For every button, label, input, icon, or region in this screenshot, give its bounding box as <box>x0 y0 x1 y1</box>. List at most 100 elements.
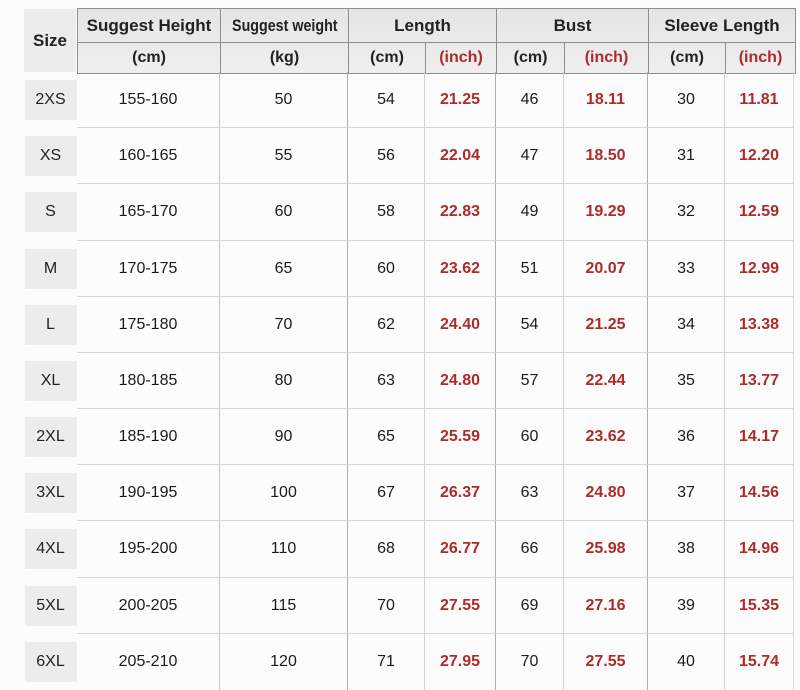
sleeve-inch-value: 15.74 <box>724 633 794 690</box>
table-row: 5XL 200-205 115 70 27.55 69 27.16 39 15.… <box>0 577 800 634</box>
sleeve-inch-value: 14.56 <box>724 465 794 522</box>
header-size-cell: Size <box>24 9 76 72</box>
bust-cm-value: 51 <box>495 240 563 297</box>
size-column-cell: 4XL <box>0 521 77 577</box>
sleeve-inch-value: 15.35 <box>724 577 794 634</box>
sleeve-cm-value: 33 <box>647 240 724 297</box>
unit-sleeve-cm: (cm) <box>648 43 725 73</box>
height-cm-value: 175-180 <box>118 315 178 333</box>
size-badge: 5XL <box>24 585 77 626</box>
size-label: XL <box>40 371 61 389</box>
size-column-cell: XS <box>0 128 77 184</box>
header-length: Length <box>348 9 496 42</box>
size-badge: 2XL <box>24 417 77 458</box>
weight-kg-value: 60 <box>219 184 347 241</box>
unit-bust-cm: (cm) <box>496 43 564 73</box>
sleeve-cm-value: 30 <box>647 72 724 129</box>
unit-height-cm: (cm) <box>132 49 166 66</box>
size-badge: M <box>24 248 77 289</box>
table-body: 2XS 155-160 50 54 21.25 46 18.11 30 11.8… <box>0 72 800 690</box>
weight-kg-value: 55 <box>219 128 347 185</box>
bust-inch-value: 18.11 <box>563 72 647 129</box>
length-inch-value: 22.83 <box>424 184 495 241</box>
table-row: S 165-170 60 58 22.83 49 19.29 32 12.59 <box>0 184 800 241</box>
height-cm-value: 160-165 <box>118 147 178 165</box>
bust-inch-value: 19.29 <box>563 184 647 241</box>
bust-cm-value: 69 <box>495 577 563 634</box>
size-column-cell: XL <box>0 353 77 409</box>
size-label: 4XL <box>36 540 65 558</box>
unit-length-cm: (cm) <box>348 43 425 73</box>
sleeve-cm-value: 35 <box>647 352 724 410</box>
table-row: 4XL 195-200 110 68 26.77 66 25.98 38 14.… <box>0 521 800 578</box>
bust-cm-value: 66 <box>495 521 563 578</box>
length-cm-value: 63 <box>347 352 424 410</box>
sleeve-inch-value: 12.20 <box>724 128 794 185</box>
height-cm-value: 155-160 <box>118 91 178 109</box>
size-column-cell: L <box>0 297 77 353</box>
header-suggest-weight-label: Suggest weight <box>231 15 338 35</box>
size-label: 6XL <box>36 652 65 670</box>
length-cm-value: 65 <box>347 409 424 466</box>
length-cm-value: 58 <box>347 184 424 241</box>
weight-kg-value: 110 <box>219 521 347 578</box>
bust-inch-value: 27.55 <box>563 633 647 690</box>
header-suggest-height: Suggest Height <box>86 15 212 35</box>
sleeve-cm-value: 31 <box>647 128 724 185</box>
weight-kg-value: 115 <box>219 577 347 634</box>
size-label: XS <box>39 147 62 165</box>
sleeve-cm-value: 32 <box>647 184 724 241</box>
weight-kg-value: 100 <box>219 465 347 522</box>
size-badge: S <box>24 192 77 233</box>
unit-length-inch: (inch) <box>425 43 496 73</box>
length-cm-value: 62 <box>347 296 424 353</box>
table-header: Suggest Height Suggest weight Length Bus… <box>77 8 796 74</box>
table-row: 2XS 155-160 50 54 21.25 46 18.11 30 11.8… <box>0 72 800 129</box>
height-cm-value: 190-195 <box>118 484 178 502</box>
size-label: 5XL <box>36 596 65 614</box>
size-column-cell: M <box>0 241 77 297</box>
sleeve-cm-value: 40 <box>647 633 724 690</box>
table-row: 3XL 190-195 100 67 26.37 63 24.80 37 14.… <box>0 465 800 522</box>
bust-inch-value: 24.80 <box>563 465 647 522</box>
height-cm-value: 165-170 <box>118 203 178 221</box>
bust-inch-value: 27.16 <box>563 577 647 634</box>
height-cm-value: 200-205 <box>118 596 178 614</box>
bust-cm-value: 49 <box>495 184 563 241</box>
sleeve-cm-value: 36 <box>647 409 724 466</box>
size-column-cell: 6XL <box>0 634 77 690</box>
weight-kg-value: 90 <box>219 409 347 466</box>
height-cm-value: 185-190 <box>118 428 178 446</box>
unit-weight-kg: (kg) <box>220 43 348 73</box>
sleeve-inch-value: 11.81 <box>724 72 794 129</box>
table-row: 6XL 205-210 120 71 27.95 70 27.55 40 15.… <box>0 633 800 690</box>
table-row: 2XL 185-190 90 65 25.59 60 23.62 36 14.1… <box>0 409 800 466</box>
length-inch-value: 26.37 <box>424 465 495 522</box>
weight-kg-value: 70 <box>219 296 347 353</box>
size-badge: 4XL <box>24 529 77 570</box>
length-cm-value: 68 <box>347 521 424 578</box>
length-inch-value: 23.62 <box>424 240 495 297</box>
bust-cm-value: 46 <box>495 72 563 129</box>
unit-bust-inch: (inch) <box>564 43 648 73</box>
sleeve-inch-value: 13.38 <box>724 296 794 353</box>
length-inch-value: 27.55 <box>424 577 495 634</box>
sleeve-cm-value: 34 <box>647 296 724 353</box>
table-row: XS 160-165 55 56 22.04 47 18.50 31 12.20 <box>0 128 800 185</box>
table-row: M 170-175 65 60 23.62 51 20.07 33 12.99 <box>0 240 800 297</box>
length-inch-value: 22.04 <box>424 128 495 185</box>
weight-kg-value: 65 <box>219 240 347 297</box>
bust-cm-value: 47 <box>495 128 563 185</box>
sleeve-inch-value: 14.17 <box>724 409 794 466</box>
table-row: XL 180-185 80 63 24.80 57 22.44 35 13.77 <box>0 352 800 410</box>
size-column-cell: 2XL <box>0 409 77 465</box>
size-column-cell: S <box>0 184 77 240</box>
size-column-cell: 3XL <box>0 465 77 521</box>
length-cm-value: 67 <box>347 465 424 522</box>
size-label: L <box>46 315 55 333</box>
header-bust: Bust <box>496 9 648 42</box>
size-badge: XS <box>24 136 77 177</box>
size-badge: 3XL <box>24 473 77 514</box>
sleeve-inch-value: 12.59 <box>724 184 794 241</box>
header-group-row: Suggest Height Suggest weight Length Bus… <box>78 9 795 43</box>
